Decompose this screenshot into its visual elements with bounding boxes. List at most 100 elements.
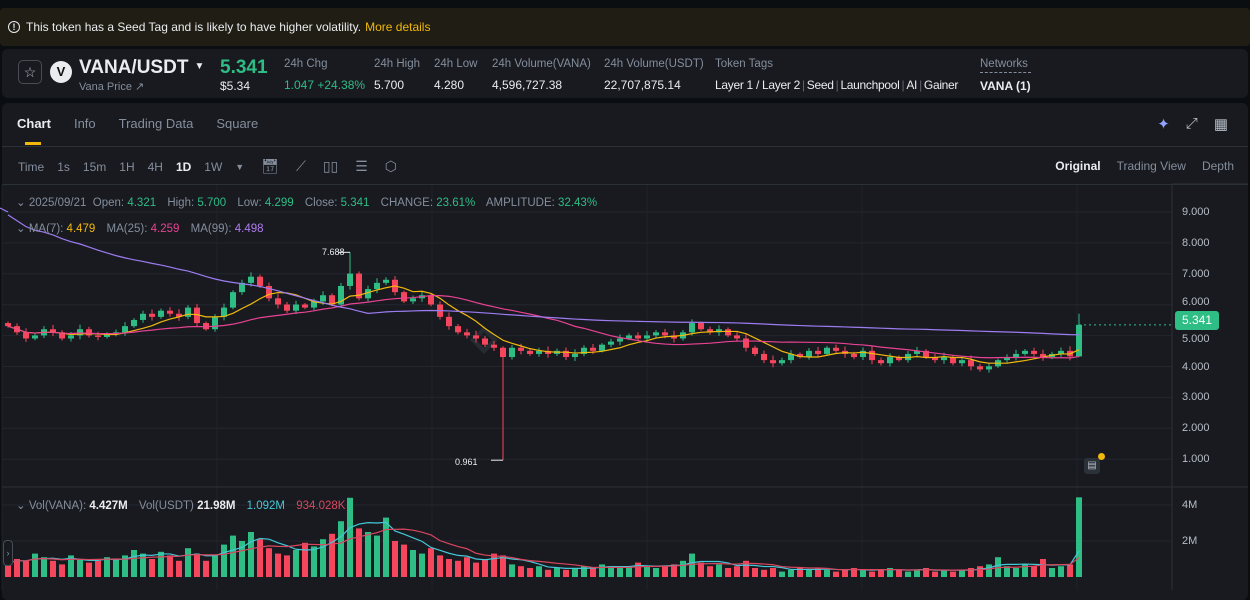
favorite-star-icon[interactable]: ☆ — [18, 60, 42, 84]
volume-bar — [716, 564, 722, 577]
calendar-icon[interactable]: 📅︎ — [261, 158, 279, 174]
candle-body — [1040, 353, 1046, 358]
volume-bar — [455, 560, 461, 577]
volume-bar — [221, 544, 227, 577]
volume-bar — [743, 560, 749, 577]
interval-1h[interactable]: 1H — [119, 159, 135, 174]
divider — [2, 184, 1248, 185]
volume-bar — [500, 555, 506, 577]
more-intervals-caret-icon[interactable]: ▼ — [235, 161, 245, 172]
candle-body — [536, 350, 542, 354]
interval-15m[interactable]: 15m — [82, 159, 107, 174]
hexagon-settings-icon[interactable]: ⬡ — [384, 158, 398, 174]
tab-info[interactable]: Info — [73, 116, 96, 131]
tag-ai[interactable]: AI — [906, 78, 918, 92]
candle-body — [671, 335, 677, 339]
volume-tick: 4M — [1182, 499, 1198, 511]
sidebar-expand-handle[interactable]: › — [3, 540, 13, 566]
networks-value: VANA (1) — [980, 79, 1031, 93]
interval-1w[interactable]: 1W — [204, 159, 223, 174]
interval-1d[interactable]: 1D — [175, 159, 192, 174]
tag-gainer[interactable]: Gainer — [923, 78, 959, 92]
ai-sparkle-icon[interactable]: ✦ — [1157, 116, 1170, 133]
volume-bar — [680, 560, 686, 577]
candle-body — [887, 357, 893, 364]
collapse-chevron-icon[interactable]: ⌄ — [16, 500, 29, 512]
volume-bar — [122, 555, 128, 577]
volume-bar — [5, 562, 11, 577]
candle-body — [176, 313, 182, 317]
candle-body — [482, 338, 488, 345]
volume-bar — [14, 559, 20, 577]
volume-bar — [257, 539, 263, 577]
volume-bar — [338, 521, 344, 577]
volume-bar — [77, 559, 83, 577]
volume-bar — [752, 568, 758, 577]
candle-body — [149, 313, 155, 317]
candle-body — [230, 292, 236, 308]
tab-square[interactable]: Square — [216, 116, 259, 131]
volume-bar — [428, 548, 434, 577]
volume-bar — [149, 559, 155, 577]
expand-icon[interactable]: ⤢ — [1185, 115, 1198, 132]
candle-body — [338, 285, 344, 305]
candle-body — [365, 289, 371, 299]
collapse-chevron-icon[interactable]: ⌄ — [16, 197, 29, 209]
candle-body — [824, 347, 830, 354]
candle-body — [860, 350, 866, 358]
volume-bar — [959, 569, 965, 577]
networks[interactable]: Networks VANA (1) — [980, 58, 1031, 93]
ma7-label: MA(7): — [28, 223, 64, 235]
stat-label: 24h Chg — [284, 58, 328, 70]
change-value: 23.61% — [436, 197, 476, 209]
volume-bar — [788, 569, 794, 577]
volume-bar — [563, 569, 569, 577]
volume-bar — [941, 569, 947, 577]
vana-price-link[interactable]: Vana Price ↗ — [79, 81, 145, 93]
candle-type-icon[interactable]: ▯▯ — [322, 158, 339, 174]
ma25-label: MA(25): — [106, 223, 148, 235]
view-trading-view[interactable]: Trading View — [1116, 159, 1186, 173]
stat-24h-low: 24h Low 4.280 — [434, 58, 477, 92]
candle-body — [140, 313, 146, 320]
volume-bar — [671, 564, 677, 577]
more-details-link[interactable]: More details — [365, 20, 431, 34]
tab-trading-data[interactable]: Trading Data — [118, 116, 194, 131]
interval-4h[interactable]: 4H — [147, 159, 163, 174]
candle-body — [752, 347, 758, 354]
candle-body — [329, 295, 335, 305]
volume-bar — [707, 566, 713, 577]
notes-icon[interactable]: ▤ — [1084, 458, 1100, 474]
chart-settings-icon[interactable]: ☰ — [355, 158, 368, 174]
candle-body — [896, 357, 902, 361]
vana-logo-icon: V — [50, 61, 72, 83]
chart-panel: Chart Info Trading Data Square ✦ ⤢ ▦ Tim… — [2, 103, 1248, 600]
candle-body — [185, 307, 191, 317]
tag-seed[interactable]: Seed — [806, 78, 834, 92]
view-original[interactable]: Original — [1055, 159, 1101, 173]
candle-body — [77, 329, 83, 336]
volume-bar — [311, 546, 317, 577]
volume-bar — [1040, 559, 1046, 577]
view-depth[interactable]: Depth — [1201, 159, 1234, 173]
price-tick: 1.000 — [1182, 453, 1210, 465]
layout-grid-icon[interactable]: ▦ — [1213, 116, 1228, 133]
tab-chart[interactable]: Chart — [17, 116, 51, 131]
pair-selector[interactable]: VANA/USDT ▼ — [79, 57, 204, 79]
candle-body — [599, 344, 605, 351]
candle-body — [572, 353, 578, 358]
candle-body — [644, 335, 650, 339]
tag-layer[interactable]: Layer 1 / Layer 2 — [715, 78, 800, 92]
volume-bar — [644, 566, 650, 577]
volume-bar — [230, 535, 236, 577]
current-price-tag: 5.341 — [1175, 311, 1219, 330]
indicator-chart-icon[interactable]: ⟋ — [296, 158, 306, 174]
collapse-chevron-icon[interactable]: ⌄ — [16, 223, 29, 235]
candle-body — [914, 350, 920, 354]
tag-launchpool[interactable]: Launchpool — [840, 78, 900, 92]
stat-value: 4,596,727.38 — [492, 78, 563, 92]
interval-1s[interactable]: 1s — [57, 159, 70, 174]
stat-value: 4.280 — [434, 78, 465, 92]
candle-body — [734, 335, 740, 339]
